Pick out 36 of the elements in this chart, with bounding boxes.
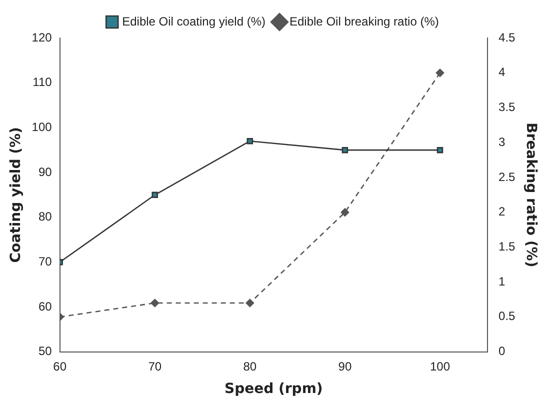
- point: [150, 298, 160, 308]
- y2-tick-label: 2: [498, 204, 506, 219]
- point: [246, 138, 254, 144]
- y2-tick-label: 0: [498, 344, 506, 358]
- y-tick-label: 50: [38, 344, 52, 358]
- y-tick-label: 100: [32, 120, 52, 134]
- x-axis-title: Speed (rpm): [224, 381, 323, 398]
- point: [436, 146, 444, 154]
- point: [340, 208, 350, 216]
- y2-tick-label: 0.5: [498, 309, 516, 324]
- x-tick-label: 80: [243, 359, 257, 374]
- y-tick-label: 120: [32, 30, 52, 44]
- y-tick-label: 90: [38, 164, 52, 179]
- y2-tick-label: 2.5: [498, 170, 516, 184]
- y2-tick-label: 1: [498, 274, 506, 288]
- y-tick-label: 70: [38, 254, 52, 268]
- y2-axis-title: Breaking ratio (%): [522, 122, 539, 268]
- x-tick-label: 60: [53, 359, 67, 374]
- x-tick-label: 90: [338, 359, 352, 374]
- point: [152, 192, 158, 198]
- y-tick-label: 110: [32, 75, 52, 90]
- legend-label: Edible Oil coating yield (%): [122, 14, 266, 28]
- y-axis-title: Coating yield (%): [8, 127, 24, 263]
- y2-tick-label: 3: [498, 134, 506, 149]
- y2-tick-label: 4: [498, 65, 506, 80]
- point: [436, 68, 444, 78]
- y-tick-label: 60: [38, 299, 52, 314]
- y2-tick-label: 1.5: [498, 240, 516, 254]
- y2-tick-label: 4.5: [498, 30, 516, 44]
- y-tick-label: 80: [38, 210, 52, 224]
- x-tick-label: 70: [148, 359, 162, 374]
- point: [246, 298, 254, 308]
- y2-tick-label: 3.5: [498, 100, 516, 114]
- point: [342, 146, 348, 154]
- x-tick-label: 100: [430, 359, 450, 374]
- legend-label: Edible Oil breaking ratio (%): [290, 14, 439, 28]
